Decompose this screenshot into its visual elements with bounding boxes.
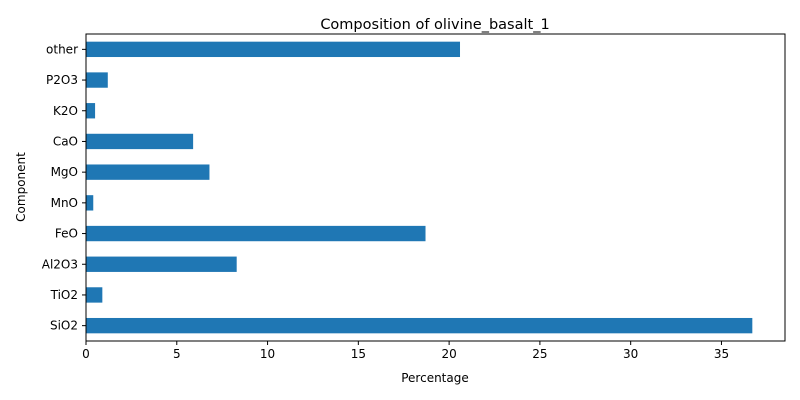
bar-cao — [86, 133, 194, 150]
bar-feo — [86, 225, 426, 242]
y-axis-label: Component — [14, 152, 28, 222]
y-tick-label: P2O3 — [46, 73, 78, 87]
y-tick-label: Al2O3 — [42, 257, 78, 271]
y-tick-label: TiO2 — [50, 288, 78, 302]
x-axis-label: Percentage — [401, 371, 469, 385]
chart-title: Composition of olivine_basalt_1 — [320, 17, 549, 33]
x-tick-label: 30 — [623, 347, 638, 361]
x-tick-label: 0 — [82, 347, 90, 361]
bar-p2o3 — [86, 72, 108, 88]
bar-other — [86, 41, 461, 58]
y-tick-label: SiO2 — [50, 319, 78, 333]
plot-frame — [85, 33, 786, 342]
y-tick-label: FeO — [55, 227, 78, 241]
y-tick-label: MnO — [51, 196, 78, 210]
y-axis-ticks: SiO2 TiO2 Al2O3 FeO MnO MgO CaO K2O P2O3 other — [42, 42, 86, 333]
y-tick-label: other — [46, 42, 78, 56]
bar-mno — [86, 195, 94, 211]
bar-al2o3 — [86, 256, 237, 272]
y-tick-label: K2O — [53, 104, 78, 118]
bar-k2o — [86, 103, 96, 119]
x-tick-label: 5 — [173, 347, 181, 361]
bar-tio2 — [86, 287, 103, 303]
x-tick-label: 15 — [351, 347, 366, 361]
bars-group — [86, 41, 753, 334]
y-tick-label: MgO — [51, 165, 78, 179]
bar-sio2 — [86, 317, 753, 334]
x-tick-label: 35 — [714, 347, 729, 361]
x-tick-label: 20 — [441, 347, 456, 361]
x-tick-label: 25 — [532, 347, 547, 361]
y-tick-label: CaO — [53, 134, 78, 148]
x-axis-ticks: 0 5 10 15 20 25 30 35 — [82, 341, 729, 361]
x-tick-label: 10 — [260, 347, 275, 361]
bar-mgo — [86, 164, 210, 180]
